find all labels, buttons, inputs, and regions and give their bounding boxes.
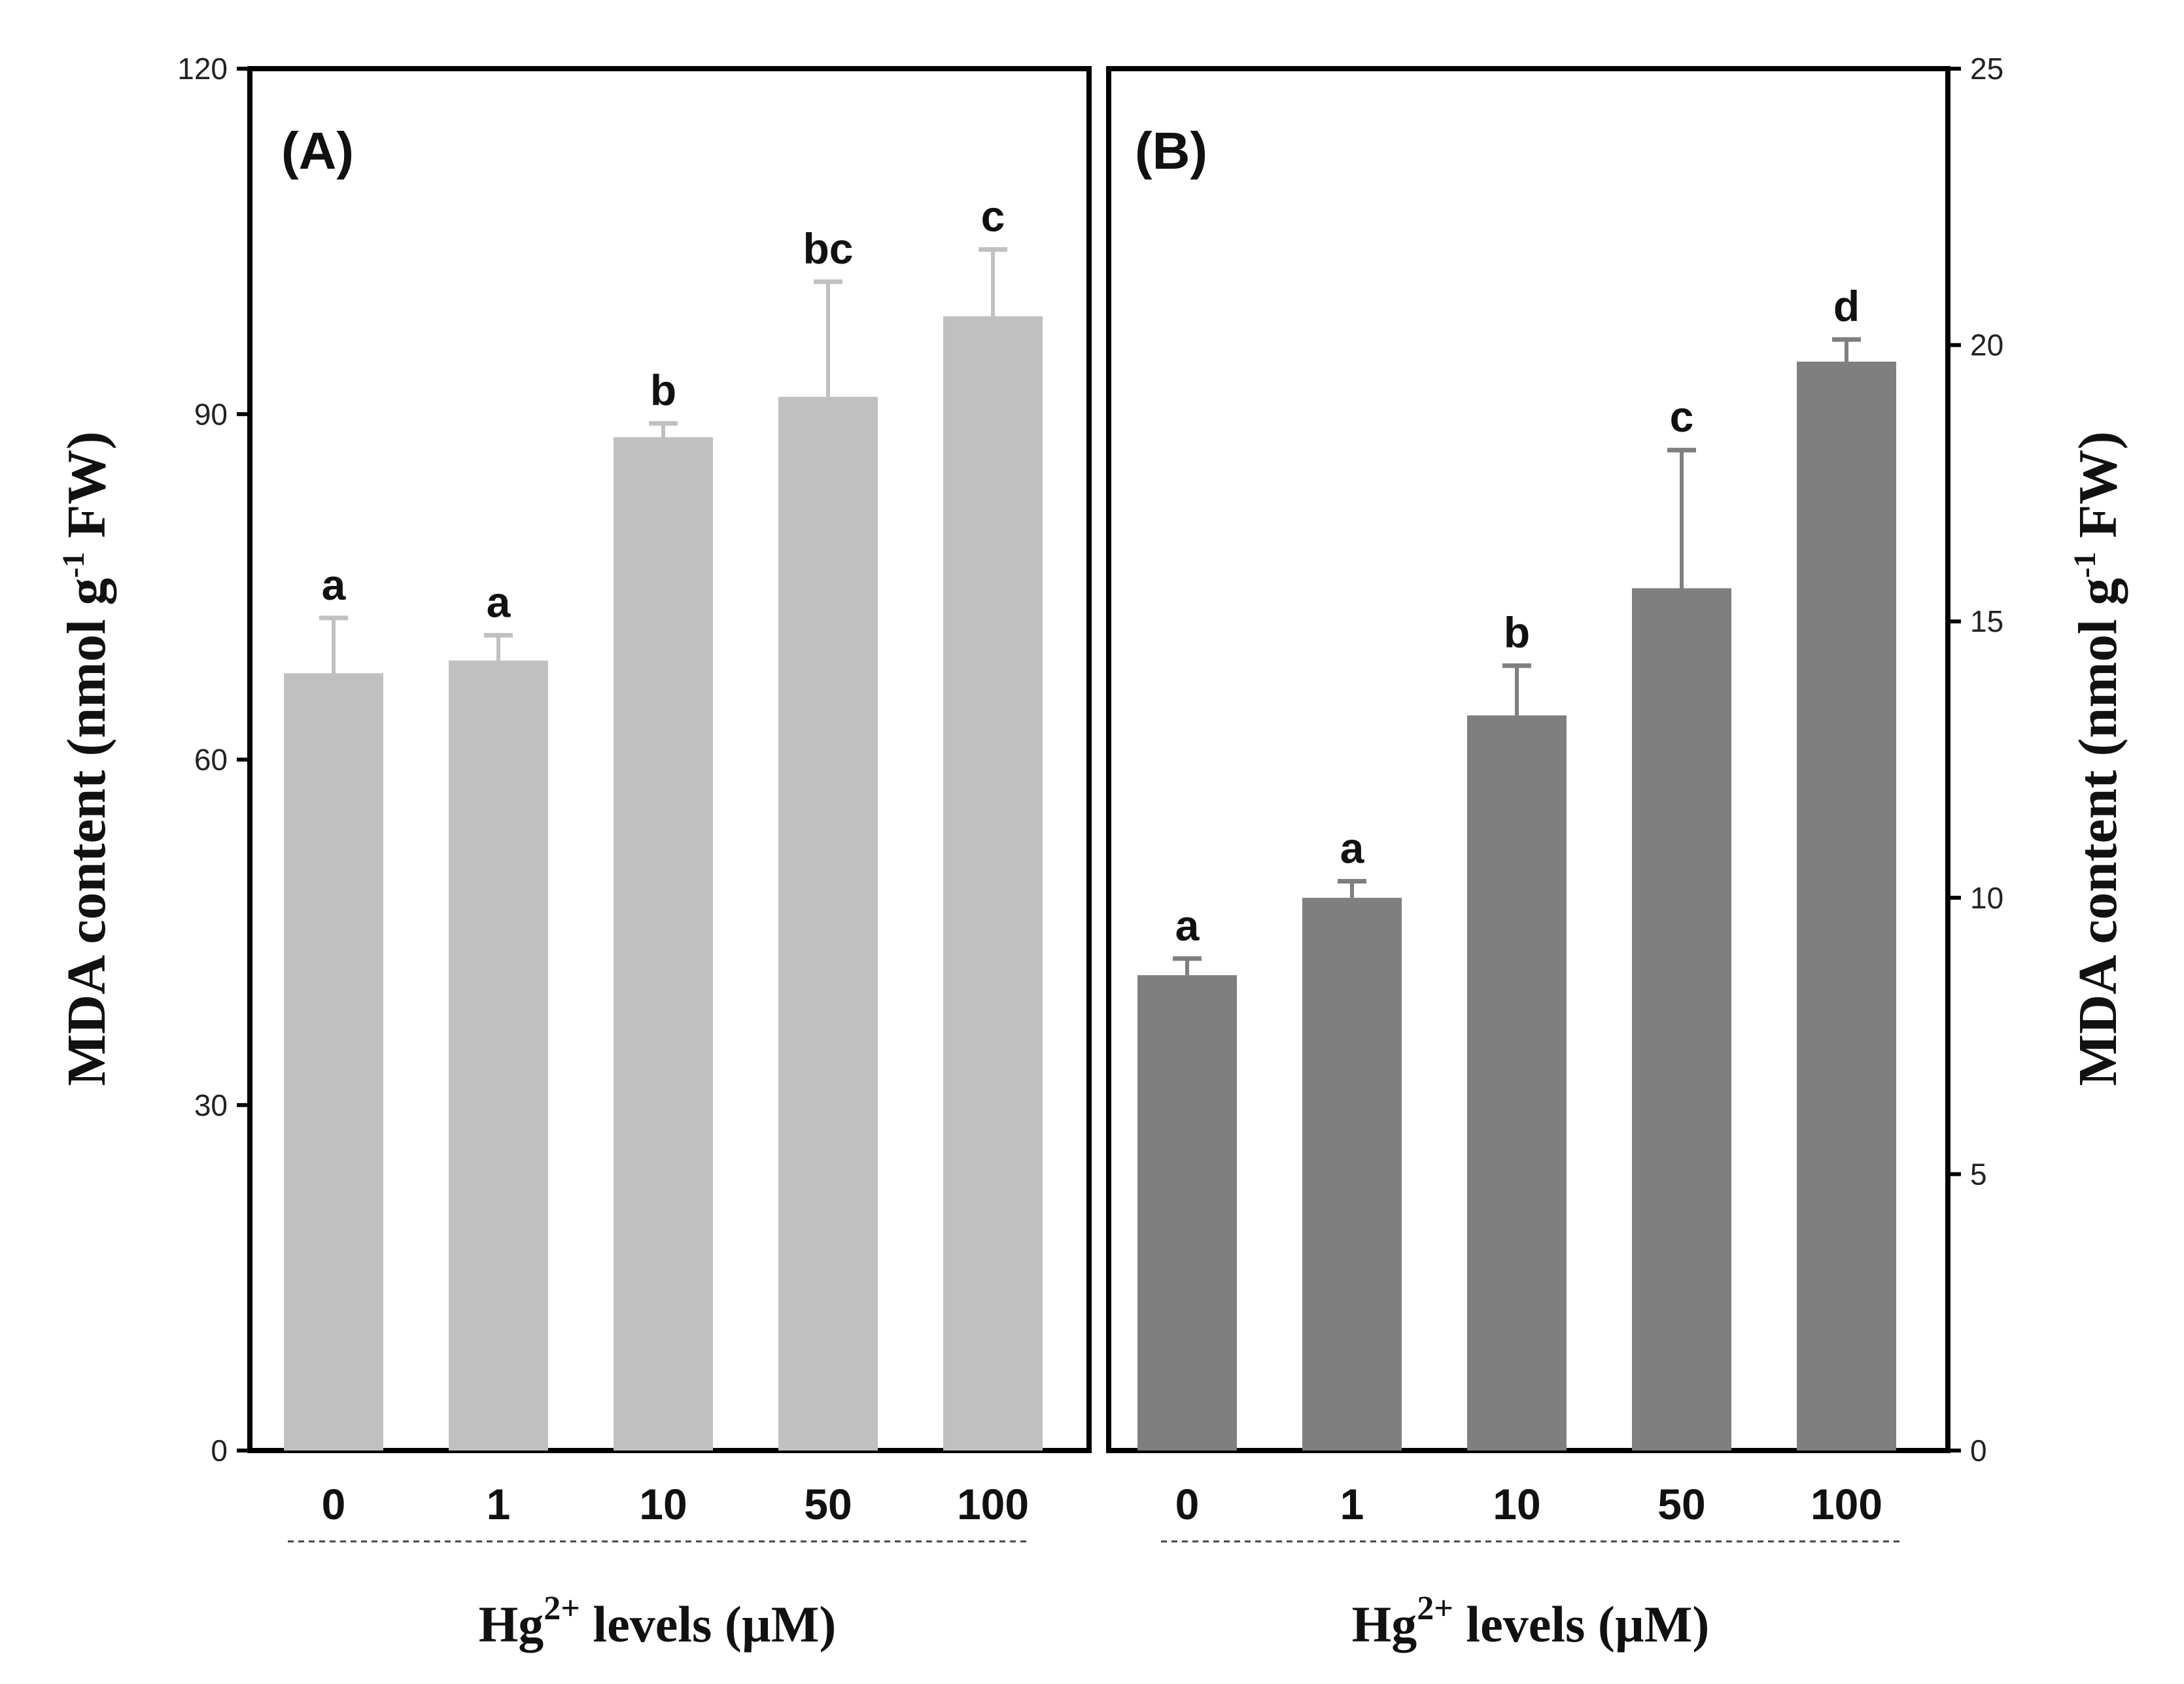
significance-label: a	[322, 560, 347, 609]
y-tick-label: 20	[1970, 328, 2003, 362]
significance-label: b	[1504, 608, 1530, 657]
bar	[1467, 715, 1567, 1451]
bar	[1302, 897, 1402, 1451]
significance-label: c	[981, 192, 1005, 240]
bar	[449, 661, 548, 1451]
panel-a-x-title: Hg2+ levels (µM)	[479, 1590, 837, 1653]
y-tick-label: 25	[1970, 52, 2003, 86]
bar	[1632, 588, 1731, 1451]
x-tick-label: 50	[1657, 1480, 1705, 1528]
significance-label: d	[1833, 282, 1860, 330]
y-tick-label: 30	[194, 1088, 228, 1122]
x-tick-label: 50	[804, 1480, 852, 1528]
significance-label: bc	[803, 224, 853, 273]
bar	[1797, 361, 1896, 1451]
bar	[284, 673, 383, 1451]
y-tick-label: 15	[1970, 604, 2003, 638]
significance-label: a	[487, 577, 511, 626]
bar	[943, 316, 1043, 1451]
panel-a-y-axis: 0 30 60 90 120	[177, 52, 250, 1468]
x-tick-label: 100	[1811, 1480, 1882, 1528]
panel-a-bars: a a b bc c	[284, 192, 1043, 1451]
panel-a: (A) 0 30 60 90 120 a a b bc c 0 1 10 50 100 Hg2+ lev…	[56, 52, 1092, 1653]
x-tick-label: 1	[487, 1480, 511, 1528]
y-tick-label: 120	[177, 52, 228, 86]
x-tick-label: 1	[1340, 1480, 1364, 1528]
panel-a-label: (A)	[281, 122, 354, 180]
panel-b-x-axis: 0 1 10 50 100	[1175, 1480, 1882, 1528]
panel-b-x-title: Hg2+ levels (µM)	[1352, 1590, 1710, 1653]
panel-b: (B) 0 5 10 15 20 25 a a b c d 0 1 10 50 100 Hg2+ leve…	[1106, 52, 2128, 1653]
bar	[614, 437, 713, 1451]
x-tick-label: 10	[1493, 1480, 1540, 1528]
y-tick-label: 10	[1970, 881, 2003, 915]
panel-b-bars: a a b c d	[1137, 282, 1896, 1451]
y-tick-label: 0	[211, 1434, 228, 1468]
x-tick-label: 0	[322, 1480, 346, 1528]
significance-label: a	[1340, 823, 1365, 872]
significance-label: b	[650, 366, 676, 414]
panel-b-y-axis: 0 5 10 15 20 25	[1948, 52, 2003, 1468]
panel-b-label: (B)	[1135, 122, 1207, 180]
panel-a-x-axis: 0 1 10 50 100	[322, 1480, 1029, 1528]
panel-b-y-title: MDA content (nmol g-1 FW)	[2068, 431, 2128, 1086]
panel-a-y-title: MDA content (nmol g-1 FW)	[56, 431, 117, 1086]
x-tick-label: 100	[957, 1480, 1029, 1528]
y-tick-label: 0	[1970, 1434, 1987, 1468]
y-tick-label: 90	[194, 397, 228, 431]
y-tick-label: 60	[194, 743, 228, 777]
x-tick-label: 10	[639, 1480, 687, 1528]
x-tick-label: 0	[1175, 1480, 1200, 1528]
significance-label: a	[1175, 901, 1200, 950]
significance-label: c	[1670, 392, 1694, 441]
bar	[1137, 975, 1237, 1451]
bar	[778, 396, 878, 1451]
y-tick-label: 5	[1970, 1157, 1987, 1191]
